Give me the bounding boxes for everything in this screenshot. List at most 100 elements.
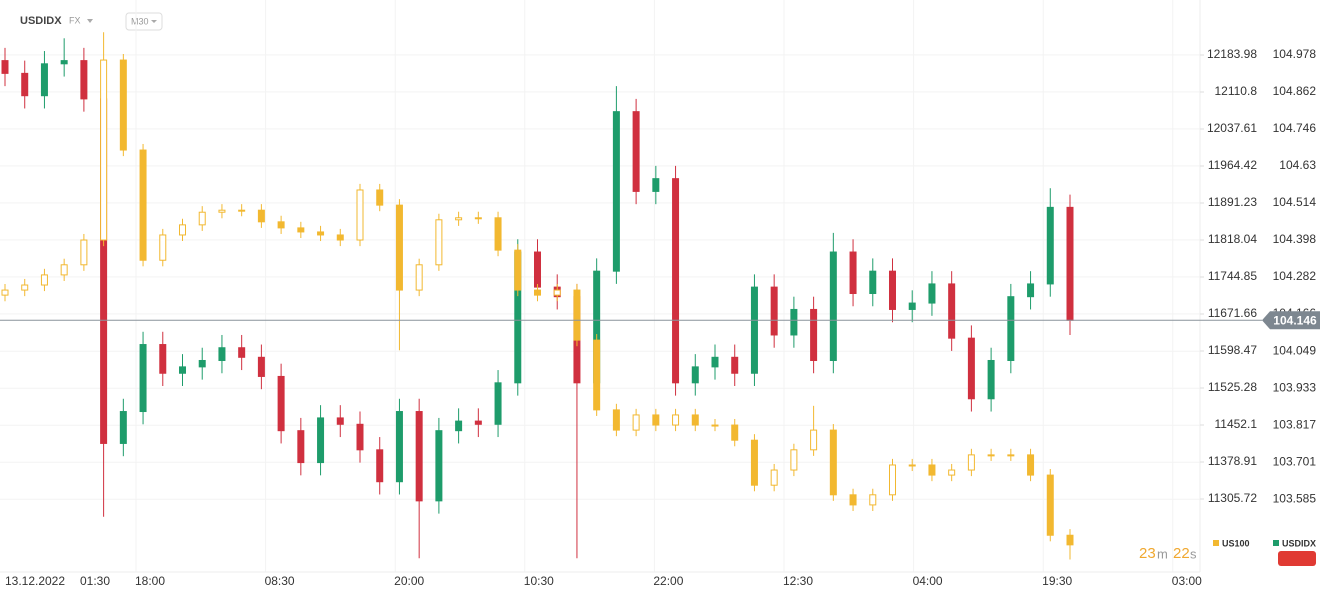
x-tick-label: 22:00 [653,574,683,588]
candle-body [711,424,719,427]
candle-body [612,409,620,431]
y-tick-label: 104.049 [1273,343,1317,357]
y-tick-label: 104.978 [1273,47,1317,61]
candle-body [534,289,541,296]
candle-body [218,209,226,213]
candle-body [80,239,88,266]
candle-body [356,423,364,451]
candle-body [987,454,995,457]
x-tick-label: 12:30 [783,574,813,588]
countdown: 23 m 22 s [1139,545,1197,562]
interval-button[interactable] [125,12,163,31]
candle-body [1046,206,1054,285]
candle-body [810,429,818,451]
candle-body [376,189,384,206]
y-tick-label: 104.862 [1273,84,1317,98]
candle-body [612,111,620,272]
candle-body [1007,454,1015,457]
y-tick-label: 103.817 [1273,417,1317,431]
x-tick-label: 19:30 [1042,574,1072,588]
candle-body [908,302,916,310]
candle-body [179,224,186,236]
candle-body [908,464,916,467]
y2-tick-label: 12110.8 [1215,84,1258,98]
candle-body [435,219,443,266]
candle-body [100,59,108,241]
last-price-label: 104.146 [1273,313,1317,327]
candle-body [829,429,837,496]
y-tick-label: 104.746 [1273,121,1317,135]
candle-body [869,270,877,294]
candle-body [80,60,88,100]
candle-body [632,414,640,431]
candle-body [1,289,9,296]
candle-body [691,414,699,426]
candle-body [869,494,877,506]
candle-body [652,414,660,426]
countdown-minutes: 23 [1139,545,1156,562]
candle-body [1066,534,1074,546]
legend-swatch [1273,540,1279,546]
candle-body [40,63,48,97]
x-tick-label: 13.12.2022 [5,574,65,588]
candle-body [750,439,758,486]
y2-tick-label: 11671.66 [1208,306,1257,320]
candle-body [119,411,127,444]
candle-body [257,209,265,223]
candle-body [810,308,818,361]
symbol[interactable]: USDIDX [20,15,62,27]
candle-body [60,60,68,65]
y2-tick-label: 11525.28 [1208,380,1257,394]
candle-body [889,464,896,496]
dropdown-arrow[interactable] [87,19,93,23]
candle-body [179,366,186,374]
candle-body [218,347,226,361]
candle-body [159,344,167,374]
x-tick-label: 04:00 [913,574,943,588]
candle-body [948,283,956,339]
header: USDIDX FX M30 [20,12,163,31]
x-tick-label: 03:00 [1172,574,1202,588]
y2-tick-label: 12037.61 [1207,121,1257,135]
candle-body [770,469,778,486]
candle-body [139,149,147,261]
candle-body [770,286,778,336]
y-tick-label: 104.282 [1273,269,1317,283]
x-tick-label: 01:30 [80,574,110,588]
y-tick-label: 104.398 [1273,232,1317,246]
candle-body [336,234,344,241]
legend-label: USDIDX [1282,538,1316,548]
candle-body [297,430,305,464]
candle-body [967,337,975,400]
sell-button[interactable] [1278,551,1316,566]
candle-body [238,209,246,212]
candle-body [672,178,680,384]
y2-tick-label: 11964.42 [1208,158,1257,172]
candle-body [829,251,837,361]
y2-tick-label: 11452.1 [1215,417,1258,431]
candle-body [573,289,581,341]
interval-arrow [151,20,157,23]
candle-body [455,217,463,221]
candle-body [257,356,265,377]
y2-tick-label: 11305.72 [1208,491,1257,505]
candle-body [21,284,29,291]
candle-body [1027,283,1035,298]
market: FX [69,15,81,25]
candle-body [928,283,936,304]
candle-body [514,249,522,291]
candle-body [395,411,403,483]
candle-body [593,339,601,411]
candle-body [534,251,541,288]
candle-body [1007,296,1015,361]
last-price-tag [1262,311,1320,330]
candle-body [1046,474,1054,536]
candle-body [474,217,482,220]
interval[interactable]: M30 [131,16,149,26]
candle-body [849,251,857,294]
candle-body [277,375,285,432]
candle-body [494,382,502,425]
countdown-unit: s [1190,546,1197,561]
candle-body [455,420,463,432]
candle-body [731,356,739,374]
